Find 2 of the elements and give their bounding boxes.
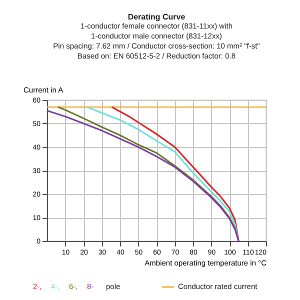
chart-title: Derating Curve (128, 12, 186, 22)
line-series (86, 106, 240, 242)
